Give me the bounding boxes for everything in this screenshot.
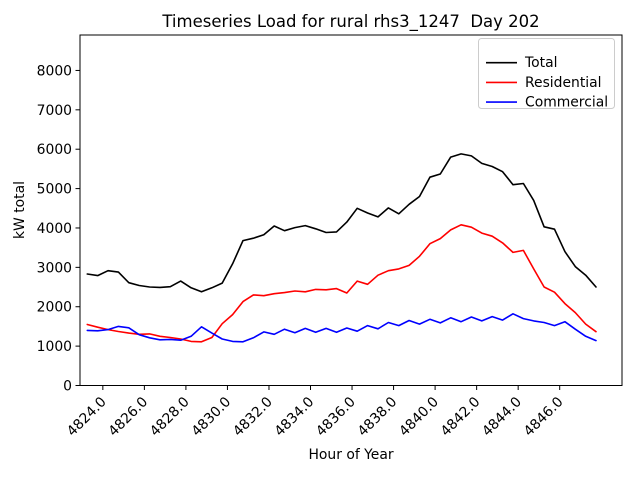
- y-tick-label: 5000: [37, 182, 72, 198]
- y-tick-label: 8000: [37, 63, 72, 79]
- x-axis-label: Hour of Year: [308, 447, 393, 463]
- x-tick-label: 4830.0: [189, 394, 235, 440]
- x-tick-label: 4840.0: [396, 394, 442, 440]
- x-tick-label: 4826.0: [106, 394, 152, 440]
- y-tick-label: 2000: [37, 300, 72, 316]
- legend-label-commercial: Commercial: [525, 95, 608, 111]
- y-tick-label: 0: [63, 379, 72, 395]
- x-tick-label: 4838.0: [355, 394, 401, 440]
- x-tick-label: 4836.0: [313, 394, 359, 440]
- chart-title: Timeseries Load for rural rhs3_1247 Day …: [161, 12, 539, 32]
- y-tick-label: 7000: [37, 103, 72, 119]
- y-axis-label: kW total: [12, 181, 28, 239]
- x-tick-label: 4824.0: [64, 394, 110, 440]
- x-tick-label: 4834.0: [272, 394, 318, 440]
- x-tick-label: 4828.0: [147, 394, 193, 440]
- y-tick-label: 4000: [37, 221, 72, 237]
- series-line-residential: [86, 224, 597, 343]
- plot-dynamic-layer: 4824.04826.04828.04830.04832.04834.04836…: [37, 63, 597, 440]
- y-tick-label: 6000: [37, 142, 72, 158]
- legend-box: [478, 38, 615, 109]
- series-line-total: [86, 153, 597, 293]
- y-tick-label: 1000: [37, 339, 72, 355]
- y-tick-label: 3000: [37, 260, 72, 276]
- x-tick-label: 4842.0: [438, 394, 484, 440]
- plot-area-spines: [79, 34, 623, 386]
- x-tick-label: 4846.0: [521, 394, 567, 440]
- x-tick-label: 4844.0: [479, 394, 525, 440]
- x-tick-label: 4832.0: [230, 394, 276, 440]
- legend: Total Residential Commercial: [478, 38, 615, 111]
- legend-label-residential: Residential: [525, 75, 602, 91]
- legend-label-total: Total: [524, 55, 557, 71]
- series-line-commercial: [86, 312, 597, 343]
